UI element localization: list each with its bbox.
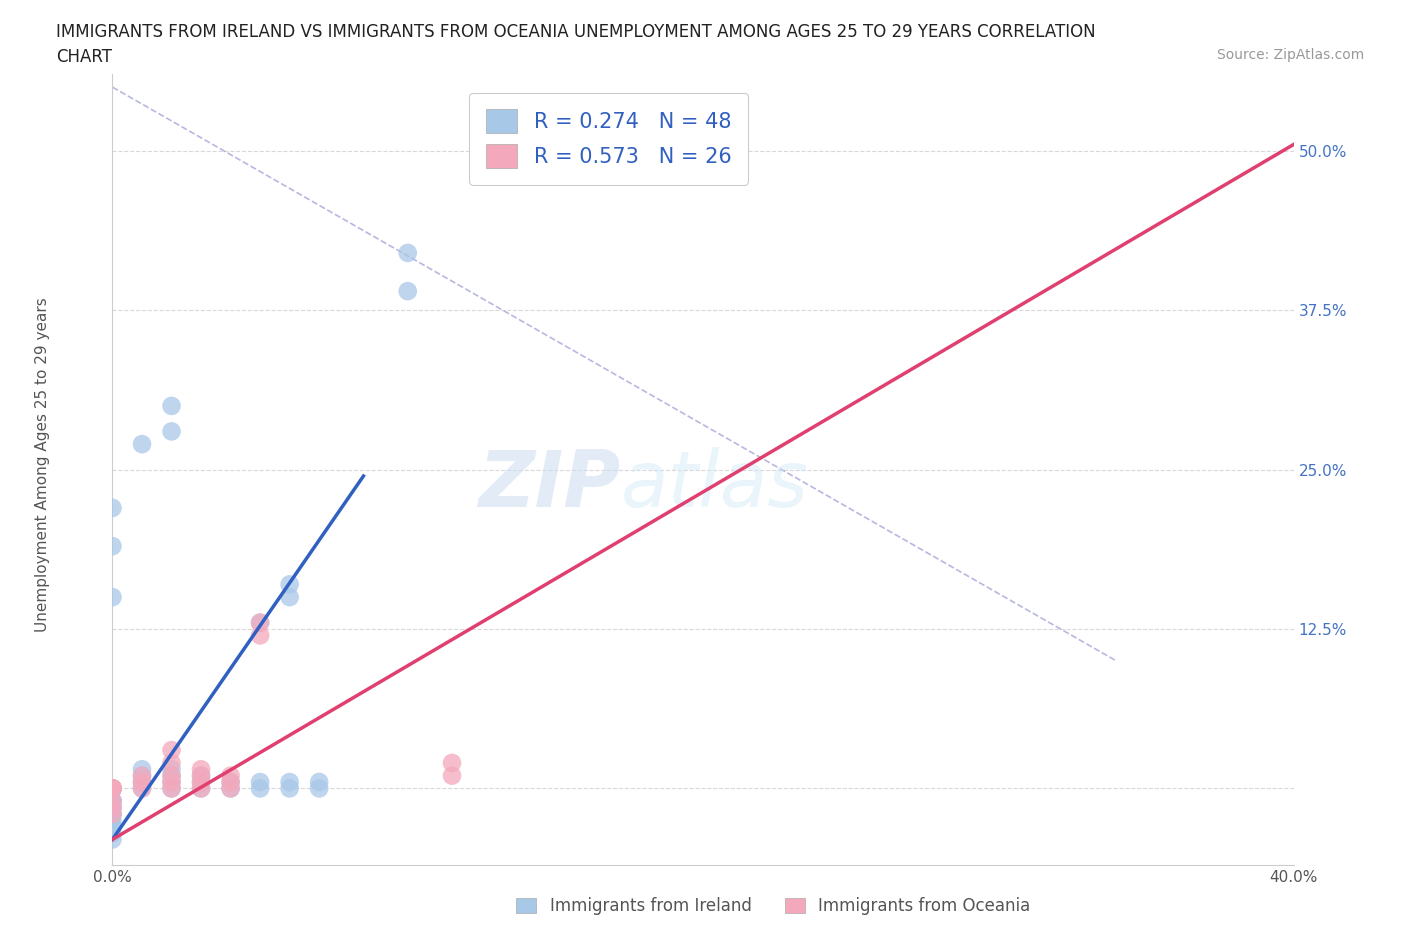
Point xyxy=(101,793,124,808)
Point xyxy=(160,743,183,758)
Point xyxy=(219,781,242,796)
Text: CHART: CHART xyxy=(56,48,112,66)
Point xyxy=(131,775,153,790)
Point xyxy=(160,762,183,777)
Text: IMMIGRANTS FROM IRELAND VS IMMIGRANTS FROM OCEANIA UNEMPLOYMENT AMONG AGES 25 TO: IMMIGRANTS FROM IRELAND VS IMMIGRANTS FR… xyxy=(56,23,1095,41)
Point xyxy=(101,806,124,821)
Legend: Immigrants from Ireland, Immigrants from Oceania: Immigrants from Ireland, Immigrants from… xyxy=(509,890,1038,922)
Point xyxy=(160,755,183,770)
Point xyxy=(219,775,242,790)
Point xyxy=(249,616,271,631)
Point xyxy=(160,768,183,783)
Point xyxy=(219,775,242,790)
Point xyxy=(249,628,271,643)
Point xyxy=(101,793,124,808)
Point xyxy=(101,538,124,553)
Point xyxy=(278,590,301,604)
Point xyxy=(101,826,124,841)
Point xyxy=(441,768,464,783)
Point xyxy=(101,806,124,821)
Point xyxy=(160,424,183,439)
Text: atlas: atlas xyxy=(620,447,808,524)
Legend: R = 0.274   N = 48, R = 0.573   N = 26: R = 0.274 N = 48, R = 0.573 N = 26 xyxy=(470,93,748,184)
Point xyxy=(101,819,124,834)
Point xyxy=(101,781,124,796)
Point xyxy=(219,768,242,783)
Point xyxy=(101,781,124,796)
Point xyxy=(101,781,124,796)
Point xyxy=(160,781,183,796)
Point xyxy=(131,437,153,452)
Point xyxy=(190,768,212,783)
Point xyxy=(101,781,124,796)
Point xyxy=(131,768,153,783)
Point xyxy=(101,819,124,834)
Point xyxy=(396,284,419,299)
Point xyxy=(101,781,124,796)
Point xyxy=(278,775,301,790)
Point xyxy=(249,616,271,631)
Point xyxy=(101,800,124,815)
Point xyxy=(101,800,124,815)
Point xyxy=(441,755,464,770)
Point xyxy=(190,781,212,796)
Point xyxy=(101,781,124,796)
Point xyxy=(101,806,124,821)
Point xyxy=(396,246,419,260)
Point xyxy=(278,577,301,591)
Point xyxy=(249,775,271,790)
Point xyxy=(160,775,183,790)
Point xyxy=(190,762,212,777)
Point xyxy=(190,768,212,783)
Point xyxy=(131,781,153,796)
Point xyxy=(101,590,124,604)
Point xyxy=(308,781,330,796)
Point xyxy=(101,781,124,796)
Point xyxy=(160,781,183,796)
Point xyxy=(101,793,124,808)
Point xyxy=(101,500,124,515)
Point xyxy=(101,793,124,808)
Point xyxy=(219,781,242,796)
Point xyxy=(160,775,183,790)
Point xyxy=(131,768,153,783)
Point xyxy=(278,781,301,796)
Point xyxy=(101,781,124,796)
Text: Source: ZipAtlas.com: Source: ZipAtlas.com xyxy=(1216,48,1364,62)
Point xyxy=(160,768,183,783)
Point xyxy=(101,813,124,828)
Point xyxy=(160,398,183,413)
Point xyxy=(308,775,330,790)
Point xyxy=(101,781,124,796)
Point xyxy=(131,775,153,790)
Point xyxy=(190,775,212,790)
Point xyxy=(131,762,153,777)
Point xyxy=(190,775,212,790)
Point xyxy=(101,781,124,796)
Text: ZIP: ZIP xyxy=(478,447,620,524)
Point xyxy=(101,781,124,796)
Point xyxy=(101,832,124,847)
Point xyxy=(249,781,271,796)
Point xyxy=(131,781,153,796)
Point xyxy=(190,781,212,796)
Point xyxy=(101,800,124,815)
Text: Unemployment Among Ages 25 to 29 years: Unemployment Among Ages 25 to 29 years xyxy=(35,298,49,632)
